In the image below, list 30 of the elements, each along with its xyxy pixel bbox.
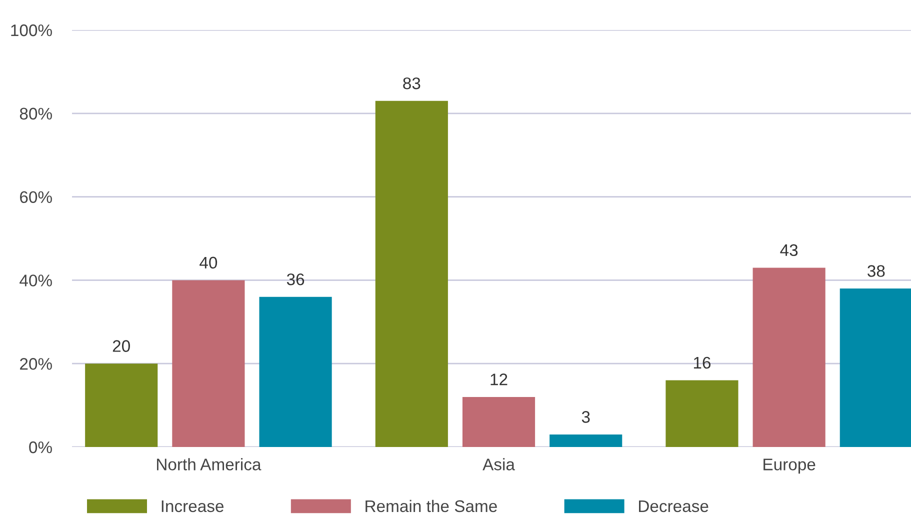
bar <box>172 280 245 447</box>
bar <box>840 288 911 447</box>
data-label: 12 <box>490 374 508 386</box>
data-label: 83 <box>403 77 420 90</box>
bar <box>85 364 158 447</box>
x-tick-label: Asia <box>482 458 515 470</box>
bar <box>462 396 536 447</box>
bar <box>752 268 826 447</box>
y-tick-label: 20% <box>20 358 52 370</box>
legend-label: Decrease <box>639 500 708 512</box>
y-tick-label: 0% <box>29 441 52 454</box>
x-tick-label: Europe <box>764 458 816 474</box>
data-label: 43 <box>780 244 798 256</box>
data-label: 16 <box>694 356 711 369</box>
y-tick-label: 80% <box>20 108 52 120</box>
y-tick-label: 40% <box>20 274 52 286</box>
data-label: 3 <box>582 411 590 423</box>
y-tick-label: 60% <box>20 191 52 204</box>
x-tick-label: North America <box>157 458 262 470</box>
legend-label: Remain the Same <box>366 500 497 512</box>
bar <box>259 296 332 447</box>
bar <box>375 100 448 447</box>
bar <box>550 434 622 447</box>
bar <box>666 380 738 447</box>
data-label: 40 <box>200 256 218 269</box>
y-tick-label: 100% <box>11 24 52 36</box>
legend-label: Increase <box>162 500 224 512</box>
data-label: 20 <box>112 340 130 352</box>
data-label: 36 <box>286 273 304 286</box>
data-label: 38 <box>868 265 885 277</box>
